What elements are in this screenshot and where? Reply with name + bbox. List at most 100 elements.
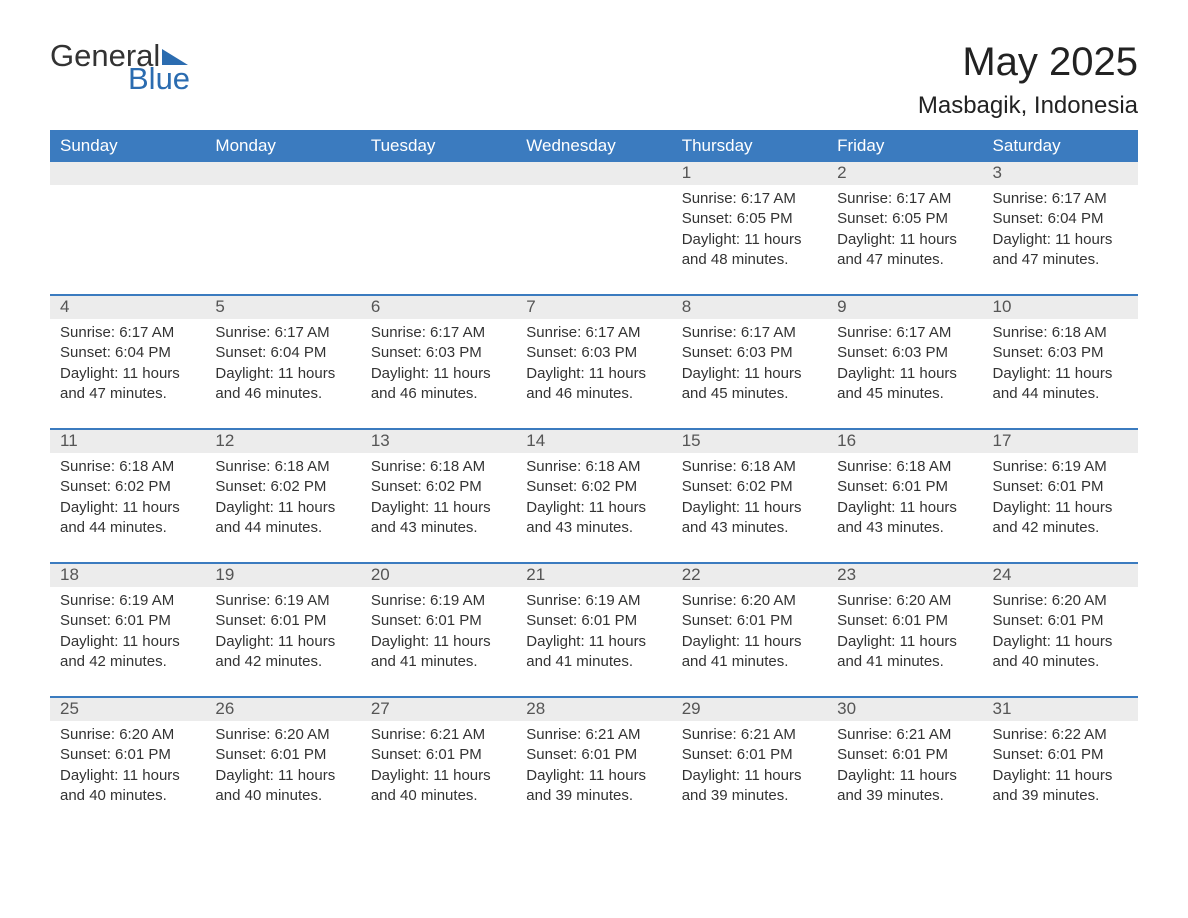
sunrise-value: 6:21 AM	[896, 726, 951, 743]
sunrise-value: 6:18 AM	[585, 458, 640, 475]
flag-icon	[162, 47, 188, 69]
daynum-cell	[205, 162, 360, 185]
sunrise: Sunrise: 6:19 AM	[60, 591, 195, 611]
sunset: Sunset: 6:01 PM	[526, 611, 661, 631]
daynum-row: 18192021222324	[50, 564, 1138, 587]
sunrise-label: Sunrise:	[215, 726, 274, 743]
daylight: Daylight: 11 hours and 39 minutes.	[526, 766, 661, 807]
sunrise-label: Sunrise:	[60, 324, 119, 341]
sunrise-value: 6:17 AM	[585, 324, 640, 341]
sunrise: Sunrise: 6:18 AM	[60, 457, 195, 477]
daynum-cell: 22	[672, 564, 827, 587]
sunset: Sunset: 6:01 PM	[682, 745, 817, 765]
sunset-value: 6:03 PM	[581, 344, 637, 361]
day-cell: Sunrise: 6:17 AMSunset: 6:05 PMDaylight:…	[827, 185, 982, 295]
sunrise: Sunrise: 6:18 AM	[526, 457, 661, 477]
daynum-cell: 12	[205, 430, 360, 453]
sunrise: Sunrise: 6:18 AM	[993, 323, 1128, 343]
daylight: Daylight: 11 hours and 42 minutes.	[60, 632, 195, 673]
daylight-label: Daylight:	[526, 499, 589, 516]
sunrise-value: 6:18 AM	[741, 458, 796, 475]
sunset: Sunset: 6:01 PM	[371, 611, 506, 631]
sunrise-value: 6:18 AM	[430, 458, 485, 475]
sunrise: Sunrise: 6:17 AM	[837, 323, 972, 343]
daylight-label: Daylight:	[837, 767, 900, 784]
sunset-label: Sunset:	[837, 478, 892, 495]
day-cell: Sunrise: 6:20 AMSunset: 6:01 PMDaylight:…	[205, 721, 360, 831]
sunrise: Sunrise: 6:17 AM	[526, 323, 661, 343]
daynum-cell: 4	[50, 296, 205, 319]
daylight-label: Daylight:	[682, 231, 745, 248]
sunset-value: 6:02 PM	[270, 478, 326, 495]
sunrise-label: Sunrise:	[837, 190, 896, 207]
sunset: Sunset: 6:01 PM	[993, 477, 1128, 497]
daylight-label: Daylight:	[526, 365, 589, 382]
sunset: Sunset: 6:03 PM	[837, 343, 972, 363]
daylight: Daylight: 11 hours and 47 minutes.	[60, 364, 195, 405]
sunrise-label: Sunrise:	[993, 726, 1052, 743]
daynum-cell: 31	[983, 698, 1138, 721]
day-cell: Sunrise: 6:17 AMSunset: 6:03 PMDaylight:…	[827, 319, 982, 429]
day-cell: Sunrise: 6:21 AMSunset: 6:01 PMDaylight:…	[516, 721, 671, 831]
daynum-row: 25262728293031	[50, 698, 1138, 721]
daylight: Daylight: 11 hours and 47 minutes.	[837, 230, 972, 271]
daylight: Daylight: 11 hours and 44 minutes.	[60, 498, 195, 539]
daylight: Daylight: 11 hours and 46 minutes.	[371, 364, 506, 405]
sunrise-label: Sunrise:	[371, 458, 430, 475]
dow-cell: Wednesday	[516, 130, 671, 162]
sunrise: Sunrise: 6:21 AM	[837, 725, 972, 745]
sunrise-label: Sunrise:	[682, 458, 741, 475]
sunrise-label: Sunrise:	[215, 458, 274, 475]
sunset-value: 6:04 PM	[1048, 210, 1104, 227]
sunrise-label: Sunrise:	[60, 458, 119, 475]
sunset-label: Sunset:	[682, 210, 737, 227]
sunrise-value: 6:19 AM	[275, 592, 330, 609]
sunset: Sunset: 6:01 PM	[215, 745, 350, 765]
sunset-label: Sunset:	[682, 746, 737, 763]
sunrise-label: Sunrise:	[371, 592, 430, 609]
sunset: Sunset: 6:01 PM	[526, 745, 661, 765]
sunrise-label: Sunrise:	[526, 324, 585, 341]
sunset-value: 6:02 PM	[426, 478, 482, 495]
day-cell: Sunrise: 6:19 AMSunset: 6:01 PMDaylight:…	[205, 587, 360, 697]
sunset-value: 6:02 PM	[581, 478, 637, 495]
logo: General Blue	[50, 40, 190, 94]
sunset-value: 6:01 PM	[1048, 478, 1104, 495]
daylight: Daylight: 11 hours and 44 minutes.	[993, 364, 1128, 405]
sunrise: Sunrise: 6:20 AM	[60, 725, 195, 745]
day-cell: Sunrise: 6:19 AMSunset: 6:01 PMDaylight:…	[983, 453, 1138, 563]
sunrise: Sunrise: 6:17 AM	[682, 189, 817, 209]
sunset-value: 6:01 PM	[426, 746, 482, 763]
sunrise-value: 6:17 AM	[741, 190, 796, 207]
sunrise-value: 6:18 AM	[119, 458, 174, 475]
daylight-label: Daylight:	[526, 767, 589, 784]
daylight: Daylight: 11 hours and 46 minutes.	[526, 364, 661, 405]
sunrise-value: 6:17 AM	[1052, 190, 1107, 207]
daylight-label: Daylight:	[993, 231, 1056, 248]
sunrise: Sunrise: 6:19 AM	[526, 591, 661, 611]
sunset-value: 6:03 PM	[1048, 344, 1104, 361]
daynum-cell: 13	[361, 430, 516, 453]
sunrise-value: 6:18 AM	[275, 458, 330, 475]
sunset-label: Sunset:	[215, 478, 270, 495]
sunrise-label: Sunrise:	[682, 726, 741, 743]
sunrise: Sunrise: 6:19 AM	[993, 457, 1128, 477]
sunset: Sunset: 6:01 PM	[837, 745, 972, 765]
sunrise-label: Sunrise:	[215, 592, 274, 609]
daylight-label: Daylight:	[60, 499, 123, 516]
daynum-cell: 18	[50, 564, 205, 587]
daynum-cell: 3	[983, 162, 1138, 185]
sunrise-value: 6:20 AM	[1052, 592, 1107, 609]
sunset-label: Sunset:	[60, 746, 115, 763]
sunrise: Sunrise: 6:19 AM	[215, 591, 350, 611]
sunrise-label: Sunrise:	[526, 726, 585, 743]
sunrise-label: Sunrise:	[993, 324, 1052, 341]
day-cell	[50, 185, 205, 295]
day-cell: Sunrise: 6:20 AMSunset: 6:01 PMDaylight:…	[672, 587, 827, 697]
sunset: Sunset: 6:01 PM	[837, 611, 972, 631]
daylight-label: Daylight:	[993, 633, 1056, 650]
page: General Blue May 2025 Masbagik, Indonesi…	[0, 0, 1188, 871]
daynum-cell: 9	[827, 296, 982, 319]
sunrise-label: Sunrise:	[837, 726, 896, 743]
daylight-label: Daylight:	[837, 633, 900, 650]
